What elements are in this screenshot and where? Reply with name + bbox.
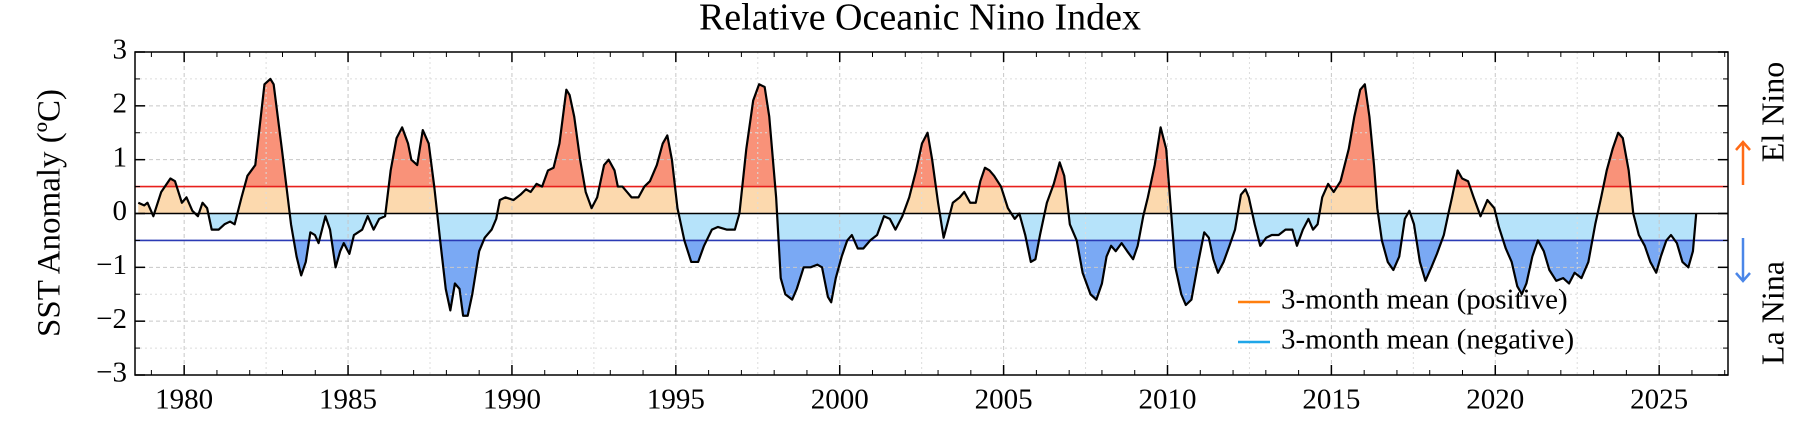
x-tick-label: 1985	[319, 384, 377, 416]
la-nina-label: La Nina	[1754, 261, 1790, 365]
area-positive	[138, 186, 1634, 214]
x-tick-label: 2000	[811, 384, 869, 416]
plot-frame	[134, 51, 1729, 376]
x-tick-label: 2020	[1466, 384, 1524, 416]
x-tick-label: 2025	[1630, 384, 1688, 416]
legend-label: 3-month mean (negative)	[1281, 324, 1574, 356]
el-nino-label: El Nino	[1754, 62, 1790, 162]
oni-line	[137, 77, 1698, 317]
x-tick-label: 2010	[1139, 384, 1197, 416]
x-tick-label: 1980	[155, 384, 213, 416]
chart-title: Relative Oceanic Nino Index	[699, 0, 1141, 39]
area-layer	[138, 78, 1697, 316]
x-tick-label: 2015	[1302, 384, 1360, 416]
x-tick-label: 1995	[647, 384, 705, 416]
y-tick-label: −1	[96, 249, 127, 281]
y-tick-label: 1	[113, 141, 128, 173]
y-tick-label: 2	[113, 87, 128, 119]
y-tick-label: 0	[113, 195, 128, 227]
y-tick-label: −2	[96, 303, 127, 335]
legend-label: 3-month mean (positive)	[1281, 284, 1568, 316]
y-axis-label: SST Anomaly (ºC)	[32, 89, 68, 337]
x-tick-label: 1990	[483, 384, 541, 416]
la-nina-arrow	[1735, 238, 1751, 283]
line-layer	[135, 77, 1728, 317]
area-strong-negative	[293, 240, 1694, 316]
x-tick-label: 2005	[975, 384, 1033, 416]
axes-layer: −3 −2 −1 0 1 2 3 1980 1985 1990 1995 2000 2005 2010 20…	[96, 34, 1729, 416]
y-tick-label: −3	[96, 357, 127, 389]
el-nino-arrow	[1735, 140, 1751, 185]
y-tick-label: 3	[113, 34, 128, 66]
